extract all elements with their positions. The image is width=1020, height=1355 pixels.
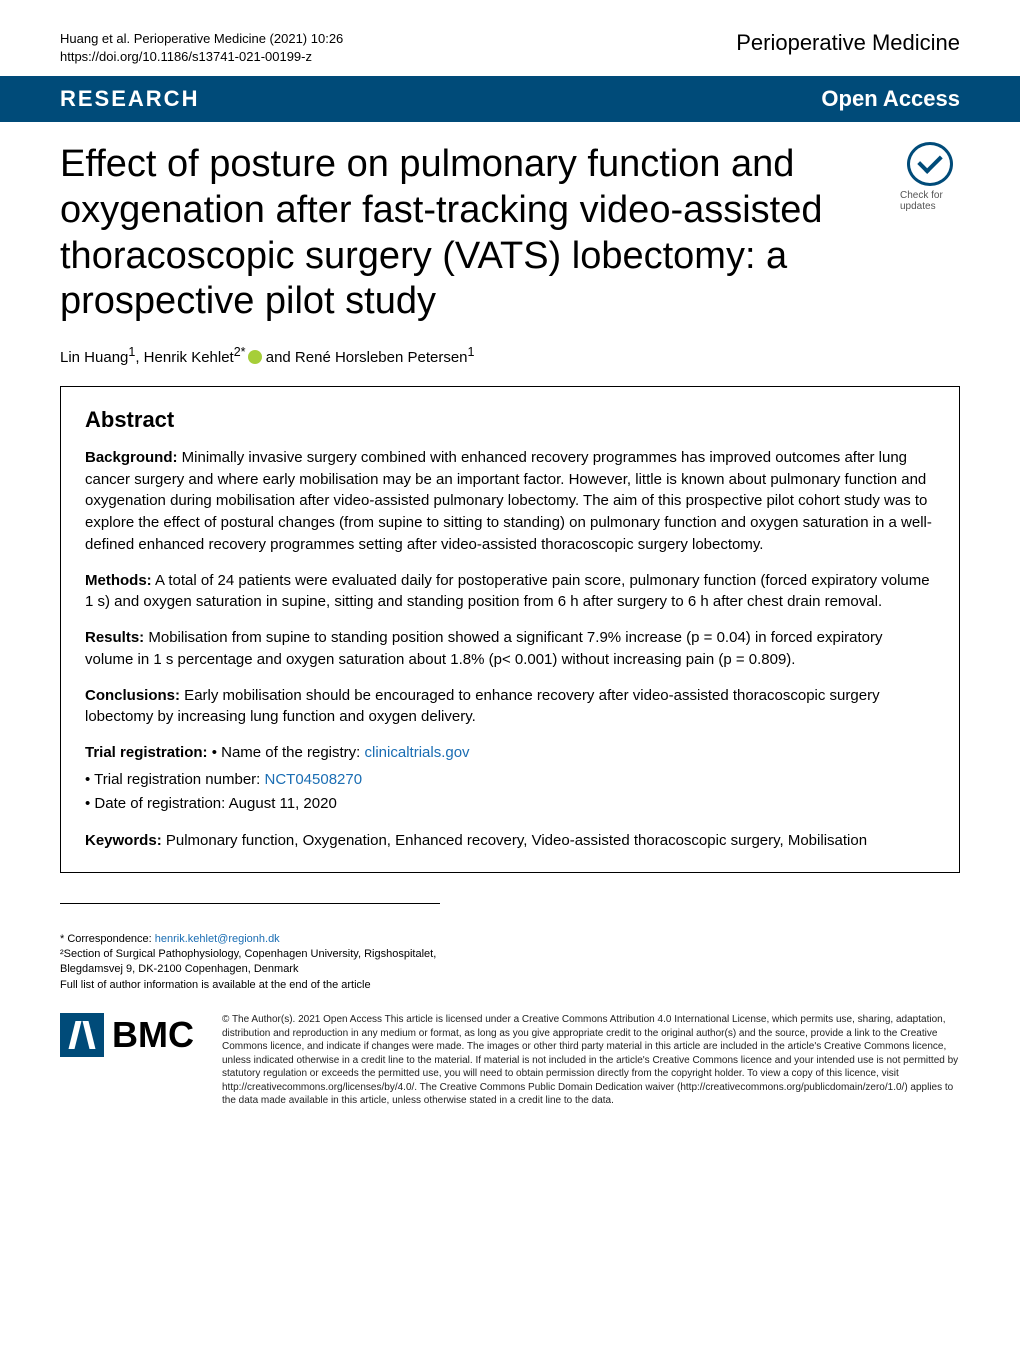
doi-line: https://doi.org/10.1186/s13741-021-00199…	[60, 48, 343, 66]
article-type-banner: RESEARCH Open Access	[0, 76, 1020, 122]
author-2-affil: 2*	[234, 345, 246, 359]
trial-item-1-pre: • Name of the registry:	[208, 744, 365, 761]
abstract-methods: Methods: A total of 24 patients were eva…	[85, 570, 935, 614]
open-access-label: Open Access	[821, 86, 960, 112]
abstract-conclusions: Conclusions: Early mobilisation should b…	[85, 685, 935, 729]
results-label: Results:	[85, 629, 144, 646]
correspondence-block: * Correspondence: henrik.kehlet@regionh.…	[60, 932, 480, 994]
correspondence-line-1: * Correspondence: henrik.kehlet@regionh.…	[60, 932, 480, 947]
check-updates-icon	[907, 142, 953, 186]
trial-list: • Trial registration number: NCT04508270…	[85, 768, 935, 816]
bmc-logo-icon	[60, 1013, 104, 1057]
authors-line: Lin Huang 1 , Henrik Kehlet2* and René Hor…	[0, 335, 1020, 386]
check-updates-label: Check for updates	[900, 190, 960, 212]
orcid-icon[interactable]	[248, 350, 262, 364]
abstract-box: Abstract Background: Minimally invasive …	[60, 386, 960, 873]
correspondence-email-link[interactable]: henrik.kehlet@regionh.dk	[155, 933, 280, 945]
footer-row: BMC © The Author(s). 2021 Open Access Th…	[60, 1013, 960, 1108]
background-text: Minimally invasive surgery combined with…	[85, 449, 932, 553]
background-label: Background:	[85, 449, 178, 466]
bmc-logo-text: BMC	[112, 1014, 194, 1056]
page-footer: * Correspondence: henrik.kehlet@regionh.…	[0, 912, 1020, 1148]
citation-line: Huang et al. Perioperative Medicine (202…	[60, 30, 343, 48]
check-updates-badge[interactable]: Check for updates	[900, 142, 960, 212]
license-text: © The Author(s). 2021 Open Access This a…	[222, 1013, 960, 1108]
article-title-block: Effect of posture on pulmonary function …	[0, 122, 1020, 334]
page-header: Huang et al. Perioperative Medicine (202…	[0, 0, 1020, 76]
abstract-background: Background: Minimally invasive surgery c…	[85, 447, 935, 556]
methods-label: Methods:	[85, 572, 152, 589]
author-1: Lin Huang	[60, 349, 128, 366]
article-type-label: RESEARCH	[60, 86, 199, 112]
footnote-divider	[60, 903, 440, 904]
trial-registry-link[interactable]: clinicaltrials.gov	[365, 744, 470, 761]
citation-block: Huang et al. Perioperative Medicine (202…	[60, 30, 343, 66]
trial-label: Trial registration:	[85, 744, 208, 761]
conclusions-text: Early mobilisation should be encouraged …	[85, 687, 880, 726]
author-3-affil: 1	[468, 345, 475, 359]
conclusions-label: Conclusions:	[85, 687, 180, 704]
abstract-results: Results: Mobilisation from supine to sta…	[85, 627, 935, 671]
correspondence-line-3: Full list of author information is avail…	[60, 978, 480, 993]
keywords-label: Keywords:	[85, 832, 162, 849]
article-title: Effect of posture on pulmonary function …	[60, 142, 880, 324]
abstract-keywords: Keywords: Pulmonary function, Oxygenatio…	[85, 830, 935, 852]
correspondence-prefix: * Correspondence:	[60, 933, 155, 945]
methods-text: A total of 24 patients were evaluated da…	[85, 572, 930, 611]
footer-column: * Correspondence: henrik.kehlet@regionh.…	[60, 932, 960, 1108]
bmc-logo: BMC	[60, 1013, 194, 1057]
abstract-trial-registration: Trial registration: • Name of the regist…	[85, 742, 935, 816]
correspondence-line-2: ²Section of Surgical Pathophysiology, Co…	[60, 947, 480, 978]
results-text: Mobilisation from supine to standing pos…	[85, 629, 883, 668]
keywords-text: Pulmonary function, Oxygenation, Enhance…	[162, 832, 867, 849]
journal-name: Perioperative Medicine	[736, 30, 960, 56]
author-3: and René Horsleben Petersen	[262, 349, 468, 366]
author-2: , Henrik Kehlet	[135, 349, 233, 366]
trial-number-link[interactable]: NCT04508270	[265, 771, 363, 788]
trial-item-2-pre: • Trial registration number:	[85, 771, 265, 788]
trial-item-2: • Trial registration number: NCT04508270	[85, 768, 935, 792]
abstract-heading: Abstract	[85, 407, 935, 433]
trial-item-3: • Date of registration: August 11, 2020	[85, 792, 935, 816]
